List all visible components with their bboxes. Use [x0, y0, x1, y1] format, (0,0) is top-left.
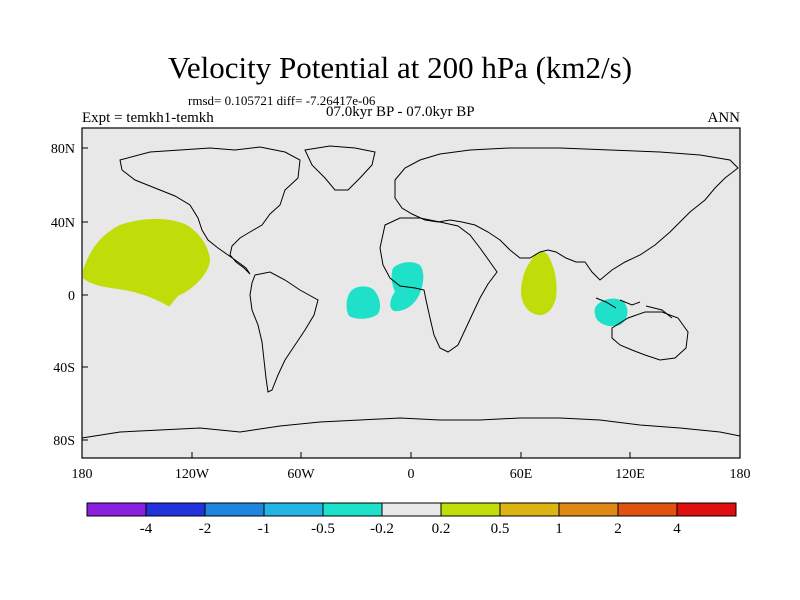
x-label-120e: 120E — [615, 467, 645, 482]
coast-south-america — [249, 271, 319, 393]
positive-patch-indian-ocean — [521, 251, 557, 316]
colorbar-label: -1 — [258, 521, 271, 537]
coast-australia — [611, 311, 689, 361]
colorbar-box — [617, 502, 678, 517]
colorbar-label: 0.2 — [432, 521, 451, 537]
colorbar-box — [204, 502, 265, 517]
y-label-80n: 80N — [51, 142, 75, 157]
coast-eurasia — [394, 147, 739, 281]
colorbar-label: -4 — [140, 521, 153, 537]
negative-patch-south-atlantic — [346, 286, 381, 319]
y-label-0: 0 — [68, 289, 75, 304]
colorbar-label: -2 — [199, 521, 212, 537]
colorbar-label: 2 — [614, 521, 622, 537]
chart-title: Velocity Potential at 200 hPa (km2/s) — [167, 50, 633, 85]
x-axis-labels: 180 120W 60W 0 60E 120E 180 — [72, 467, 751, 482]
negative-patch-maritime-continent — [594, 298, 628, 327]
x-label-60w: 60W — [287, 467, 315, 482]
x-label-120w: 120W — [175, 467, 210, 482]
colorbar-label: -0.5 — [311, 521, 335, 537]
x-label-60e: 60E — [510, 467, 533, 482]
y-label-80s: 80S — [53, 434, 75, 449]
colorbar-label: 4 — [673, 521, 681, 537]
colorbar-box — [145, 502, 206, 517]
positive-patch-central-pacific — [83, 218, 210, 307]
y-axis-labels: 80N 40N 0 40S 80S — [51, 142, 75, 449]
y-label-40s: 40S — [53, 361, 75, 376]
coast-africa — [379, 217, 498, 353]
coast-greenland — [304, 145, 376, 191]
colorbar-box — [86, 502, 147, 517]
x-label-0: 0 — [408, 467, 415, 482]
coast-indonesia — [595, 297, 673, 319]
axis-ticks — [81, 147, 741, 458]
colorbar-box — [676, 502, 737, 517]
season-label: ANN — [707, 110, 741, 126]
colorbar-labels: -4 -2 -1 -0.5 -0.2 0.2 0.5 1 2 4 — [140, 521, 682, 537]
coastlines — [81, 145, 741, 439]
stats-line: rmsd= 0.105721 diff= -7.26417e-06 — [188, 93, 376, 108]
colorbar-box — [322, 502, 383, 517]
colorbar-box — [440, 502, 501, 517]
coast-antarctica — [81, 417, 741, 439]
colorbar-box — [558, 502, 619, 517]
colorbar-box — [381, 502, 442, 517]
colorbar-label: -0.2 — [370, 521, 394, 537]
colorbar-box — [499, 502, 560, 517]
colorbar-label: 1 — [555, 521, 563, 537]
x-label-180w: 180 — [72, 467, 93, 482]
y-label-40n: 40N — [51, 216, 75, 231]
colorbar — [86, 502, 737, 517]
colorbar-label: 0.5 — [491, 521, 510, 537]
colorbar-box — [263, 502, 324, 517]
coast-north-america — [119, 146, 301, 275]
anomaly-patches — [83, 218, 628, 327]
experiment-label: Expt = temkh1-temkh — [82, 110, 214, 126]
period-label: 07.0kyr BP - 07.0kyr BP — [326, 104, 475, 120]
x-label-180e: 180 — [730, 467, 751, 482]
